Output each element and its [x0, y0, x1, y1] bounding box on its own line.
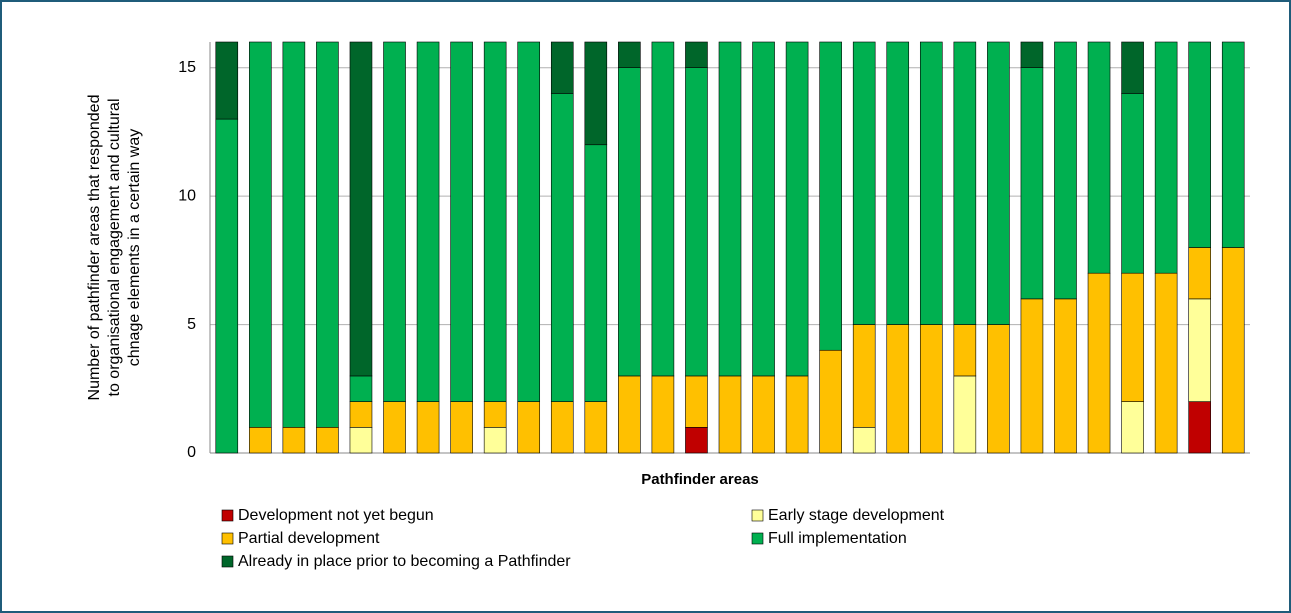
bar-segment [584, 144, 608, 402]
bar-segment [718, 375, 742, 454]
bar-segment [282, 427, 306, 454]
bar-segment [215, 118, 239, 454]
bar-segment [550, 93, 574, 402]
legend-label: Already in place prior to becoming a Pat… [238, 553, 571, 570]
bar-segment [886, 324, 910, 454]
bar-segment [785, 375, 809, 454]
bar-segment [249, 427, 272, 454]
bar-segment [852, 427, 876, 454]
bar-segment [1188, 41, 1211, 248]
bar-segment [1121, 401, 1144, 454]
bar-segment [953, 375, 977, 454]
bar-segment [349, 427, 373, 454]
y-tick-label: 15 [178, 59, 196, 76]
bar-segment [584, 41, 608, 146]
bar-segment [517, 41, 541, 402]
bar-segment [685, 67, 708, 377]
bar-segment [383, 401, 406, 454]
legend-label: Full implementation [768, 530, 907, 547]
bar-segment [550, 401, 574, 454]
bar-segment [1121, 41, 1144, 94]
bar-segment [919, 324, 943, 454]
legend-swatch [221, 532, 234, 545]
bar-segment [416, 401, 440, 454]
bar-segment [550, 41, 574, 94]
bar-segment [1221, 247, 1245, 454]
bar-segment [1154, 272, 1178, 454]
bar-segment [450, 41, 473, 402]
bar-segment [1188, 401, 1211, 454]
bar-segment [316, 427, 339, 454]
bar-segment [383, 41, 406, 402]
bar-segment [718, 41, 742, 377]
y-axis-title: Number of pathfinder areas that responde… [86, 95, 143, 401]
bar-segment [685, 375, 708, 428]
bar-segment [618, 41, 641, 68]
legend-swatch [751, 509, 764, 522]
bar-segment [852, 324, 876, 428]
bar-segment [651, 41, 675, 377]
bar-segment [651, 375, 675, 454]
legend-label: Partial development [238, 530, 380, 547]
bar-segment [1121, 93, 1144, 274]
bar-segment [517, 401, 541, 454]
bar-segment [282, 41, 306, 428]
bar-segment [987, 324, 1010, 454]
bar-segment [483, 427, 507, 454]
y-axis-title-line: to organisational engagement and cultura… [106, 99, 123, 397]
legend-swatch [221, 555, 234, 568]
bar-segment [450, 401, 473, 454]
y-tick-label: 5 [187, 316, 196, 333]
bar-segment [1020, 41, 1044, 68]
y-tick-label: 10 [178, 187, 196, 204]
bar-segment [1054, 298, 1077, 454]
legend-swatch [751, 532, 764, 545]
bar-segment [1087, 272, 1111, 454]
bar-segment [752, 375, 775, 454]
bar-segment [1054, 41, 1077, 300]
bar-segment [819, 349, 842, 454]
bar-segment [1020, 298, 1044, 454]
bar-segment [249, 41, 272, 428]
bar-segment [919, 41, 943, 325]
x-axis-title: Pathfinder areas [641, 471, 759, 488]
bar-segment [1154, 41, 1178, 274]
bar-segment [987, 41, 1010, 325]
y-tick-label: 0 [187, 444, 196, 461]
bar-segment [483, 41, 507, 402]
legend-label: Development not yet begun [238, 507, 434, 524]
bar-segment [215, 41, 239, 120]
bar-segment [752, 41, 775, 377]
bar-segment [349, 401, 373, 428]
bar-segment [416, 41, 440, 402]
legend-swatch [221, 509, 234, 522]
bar-segment [953, 324, 977, 377]
bar-segment [1221, 41, 1245, 248]
bar-segment [685, 41, 708, 68]
y-axis-title-line: Number of pathfinder areas that responde… [86, 95, 103, 401]
bar-segment [618, 375, 641, 454]
y-axis-title-line: chnage elements in a certain way [126, 129, 143, 366]
bar-segment [1121, 272, 1144, 402]
bar-segment [953, 41, 977, 325]
bar-segment [886, 41, 910, 325]
bar-segment [1188, 247, 1211, 300]
bar-segment [785, 41, 809, 377]
legend-label: Early stage development [768, 507, 945, 524]
bar-segment [852, 41, 876, 325]
bar-segment [819, 41, 842, 351]
bar-segment [483, 401, 507, 428]
bar-segment [1188, 298, 1211, 402]
bar-segment [1020, 67, 1044, 300]
bar-segment [349, 375, 373, 402]
bar-segment [1087, 41, 1111, 274]
bar-segment [584, 401, 608, 454]
bar-segment [618, 67, 641, 377]
bar-segment [349, 41, 373, 377]
bar-segment [685, 427, 708, 454]
bar-segment [316, 41, 339, 428]
